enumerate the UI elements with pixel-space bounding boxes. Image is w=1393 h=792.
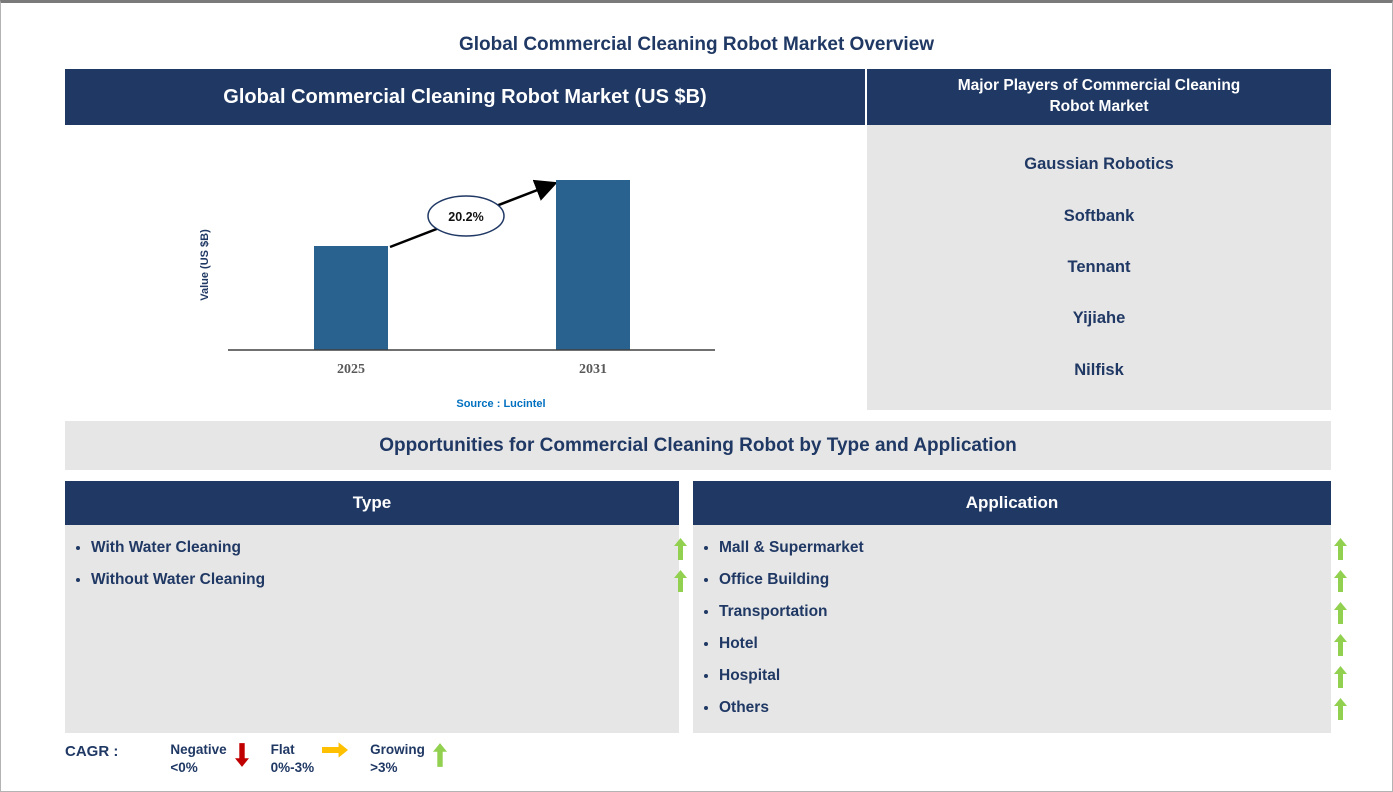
legend-growing-range: >3% <box>370 759 398 775</box>
legend-growing-label: Growing <box>370 742 425 757</box>
opportunity-label: Hospital <box>719 667 781 684</box>
list-item: Softbank <box>1063 206 1135 225</box>
list-item: Transportation <box>719 596 1347 628</box>
x-tick-2031: 2031 <box>579 362 607 377</box>
list-item: Office Building <box>719 564 1347 596</box>
legend-entry-negative: Negative <0% <box>170 741 249 776</box>
legend-entry-growing: Growing >3% <box>370 741 447 776</box>
market-chart-header: Global Commercial Cleaning Robot Market … <box>65 69 865 125</box>
list-item: Nilfisk <box>1074 360 1124 379</box>
growing-up-arrow-icon <box>674 570 687 592</box>
page-title: Global Commercial Cleaning Robot Market … <box>458 34 935 55</box>
list-item: Hospital <box>719 660 1347 692</box>
cagr-bubble <box>427 195 505 237</box>
cagr-legend-label: CAGR : <box>65 743 119 760</box>
list-item: Tennant <box>1067 257 1131 276</box>
type-panel-header: Type <box>65 481 679 525</box>
application-panel-body: Mall & Supermarket Office Building Trans… <box>693 525 1347 733</box>
legend-flat-label: Flat <box>270 742 295 757</box>
growing-up-arrow-icon <box>1334 538 1347 560</box>
application-panel: Application Mall & Supermarket Office Bu… <box>693 481 1347 733</box>
type-panel-body: With Water Cleaning Without Water Cleani… <box>65 525 687 733</box>
list-item: Without Water Cleaning <box>91 564 687 596</box>
major-players-header: Major Players of Commercial Cleaning Rob… <box>867 69 1331 125</box>
market-bar-chart: Value (US $B) 20.2% 2025 2031 Source : L… <box>199 179 715 410</box>
list-item: Yijiahe <box>1072 309 1126 328</box>
opportunity-label: Hotel <box>719 635 758 652</box>
growing-up-arrow-icon <box>674 538 687 560</box>
growing-up-arrow-icon <box>432 743 447 767</box>
opportunity-label: Transportation <box>719 603 828 620</box>
major-players-panel: Major Players of Commercial Cleaning Rob… <box>867 69 1331 410</box>
opportunity-label: Others <box>719 699 769 716</box>
list-item: Gaussian Robotics <box>1024 155 1174 174</box>
major-players-list: Gaussian Robotics Softbank Tennant Yijia… <box>867 125 1331 410</box>
y-axis-label: Value (US $B) <box>199 229 211 301</box>
cagr-legend: CAGR : Negative <0% Flat 0%-3% Growing >… <box>65 741 469 776</box>
growing-up-arrow-icon <box>1334 602 1347 624</box>
source-note: Source : Lucintel <box>456 398 545 410</box>
list-item: Mall & Supermarket <box>719 532 1347 564</box>
opportunity-label: Mall & Supermarket <box>719 539 864 556</box>
bar-2031 <box>556 180 630 350</box>
growing-up-arrow-icon <box>1334 666 1347 688</box>
legend-entry-flat: Flat 0%-3% <box>271 741 349 776</box>
list-item: Hotel <box>719 628 1347 660</box>
growing-up-arrow-icon <box>1334 634 1347 656</box>
bar-2025 <box>314 246 388 350</box>
legend-flat-range: 0%-3% <box>270 759 315 775</box>
opportunity-label: Office Building <box>719 571 830 588</box>
negative-down-arrow-icon <box>234 743 249 767</box>
growing-up-arrow-icon <box>1334 570 1347 592</box>
flat-right-arrow-icon <box>322 742 349 758</box>
type-panel: Type With Water Cleaning Without Water C… <box>65 481 687 733</box>
list-item: With Water Cleaning <box>91 532 687 564</box>
x-tick-2025: 2025 <box>337 362 365 377</box>
opportunities-band-title: Opportunities for Commercial Cleaning Ro… <box>65 421 1331 470</box>
legend-negative-range: <0% <box>170 759 198 775</box>
opportunity-label: With Water Cleaning <box>91 539 241 556</box>
growing-up-arrow-icon <box>1334 698 1347 720</box>
application-panel-header: Application <box>693 481 1331 525</box>
legend-negative-label: Negative <box>170 742 227 757</box>
opportunity-label: Without Water Cleaning <box>91 571 266 588</box>
cagr-value: 20.2% <box>448 210 483 224</box>
list-item: Others <box>719 692 1347 724</box>
market-chart-panel: Global Commercial Cleaning Robot Market … <box>65 69 865 415</box>
